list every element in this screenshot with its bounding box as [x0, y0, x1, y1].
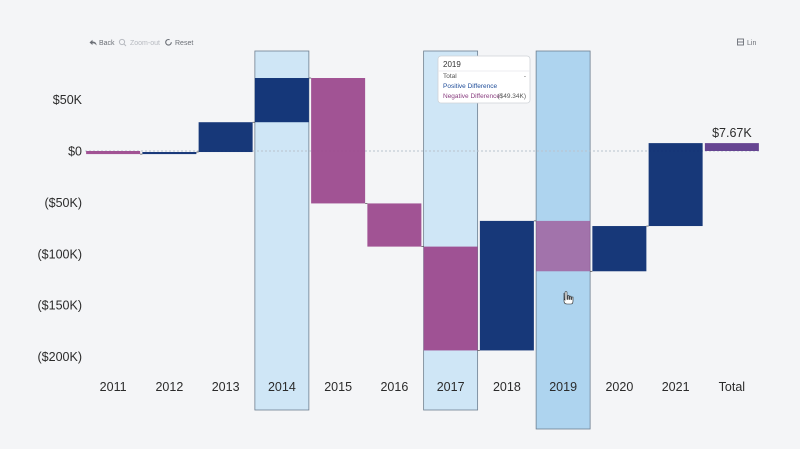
bar-2011[interactable] [86, 151, 141, 155]
lin-label: Lin [747, 40, 756, 47]
y-tick-label: ($200K) [38, 350, 82, 364]
selection-band-2017[interactable] [423, 50, 479, 411]
tooltip-title: 2019 [443, 60, 461, 69]
y-tick-label: ($150K) [38, 299, 82, 313]
zoom-out-button[interactable]: Zoom-out [118, 38, 160, 47]
tooltip-negative-label: Negative Difference [443, 93, 500, 100]
waterfall-bars [86, 78, 759, 351]
y-tick-label: ($50K) [44, 196, 82, 210]
y-tick-label: $0 [68, 145, 82, 159]
reset-label: Reset [175, 40, 193, 47]
x-tick-label: 2019 [549, 380, 577, 394]
zoom-out-icon-handle [123, 43, 127, 47]
bar-2015[interactable] [311, 78, 366, 204]
tooltip-box [437, 55, 531, 104]
x-tick-label: 2012 [155, 380, 183, 394]
bar-2016[interactable] [367, 203, 422, 247]
zoom-out-label: Zoom-out [130, 40, 160, 47]
x-axis: 2011 2012 2013 2014 2015 2016 2017 2018 2019 2020… [100, 380, 745, 394]
bar-2019[interactable] [536, 220, 591, 272]
bar-2020[interactable] [592, 226, 647, 272]
bar-2013[interactable] [198, 122, 253, 153]
tooltip-negative-value: ($49.34K) [497, 93, 526, 100]
mouse-pointer-icon [563, 291, 574, 305]
x-tick-label: 2013 [212, 380, 240, 394]
x-tick-label: Total [719, 380, 745, 394]
total-data-label: $7.67K [712, 126, 752, 140]
x-tick-label: 2015 [324, 380, 352, 394]
x-tick-label: 2017 [437, 380, 465, 394]
reset-icon [165, 38, 172, 46]
tooltip-total-label: Total [443, 73, 457, 80]
bar-2021[interactable] [648, 143, 703, 227]
back-arrow-icon [89, 39, 97, 46]
chart-toolbar: Back Zoom-out Reset Lin [89, 38, 757, 48]
x-tick-label: 2011 [100, 380, 127, 394]
bar-total[interactable] [704, 143, 759, 151]
hover-tooltip: 2019 Total - Positive Difference Negativ… [437, 55, 531, 104]
scale-toggle-button[interactable]: Lin [737, 38, 757, 47]
x-tick-label: 2020 [605, 380, 633, 394]
back-label: Back [99, 40, 115, 47]
tooltip-total-value: - [524, 73, 526, 80]
x-tick-label: 2018 [493, 380, 521, 394]
bar-2017[interactable] [423, 246, 478, 351]
y-tick-label: $50K [53, 93, 83, 107]
y-tick-label: ($100K) [38, 247, 82, 261]
step-connectors [140, 77, 649, 351]
tooltip-positive-label: Positive Difference [443, 83, 497, 90]
y-axis: $50K $0 ($50K) ($100K) ($150K) ($200K) [38, 93, 83, 364]
bar-2014[interactable] [254, 78, 309, 123]
reset-button[interactable]: Reset [165, 38, 194, 48]
bar-2012[interactable] [142, 152, 197, 155]
back-button[interactable]: Back [89, 39, 116, 47]
x-tick-label: 2014 [268, 380, 296, 394]
x-tick-label: 2016 [380, 380, 408, 394]
bar-2018[interactable] [479, 220, 534, 351]
zoom-out-icon [118, 38, 126, 46]
x-tick-label: 2021 [662, 380, 690, 394]
